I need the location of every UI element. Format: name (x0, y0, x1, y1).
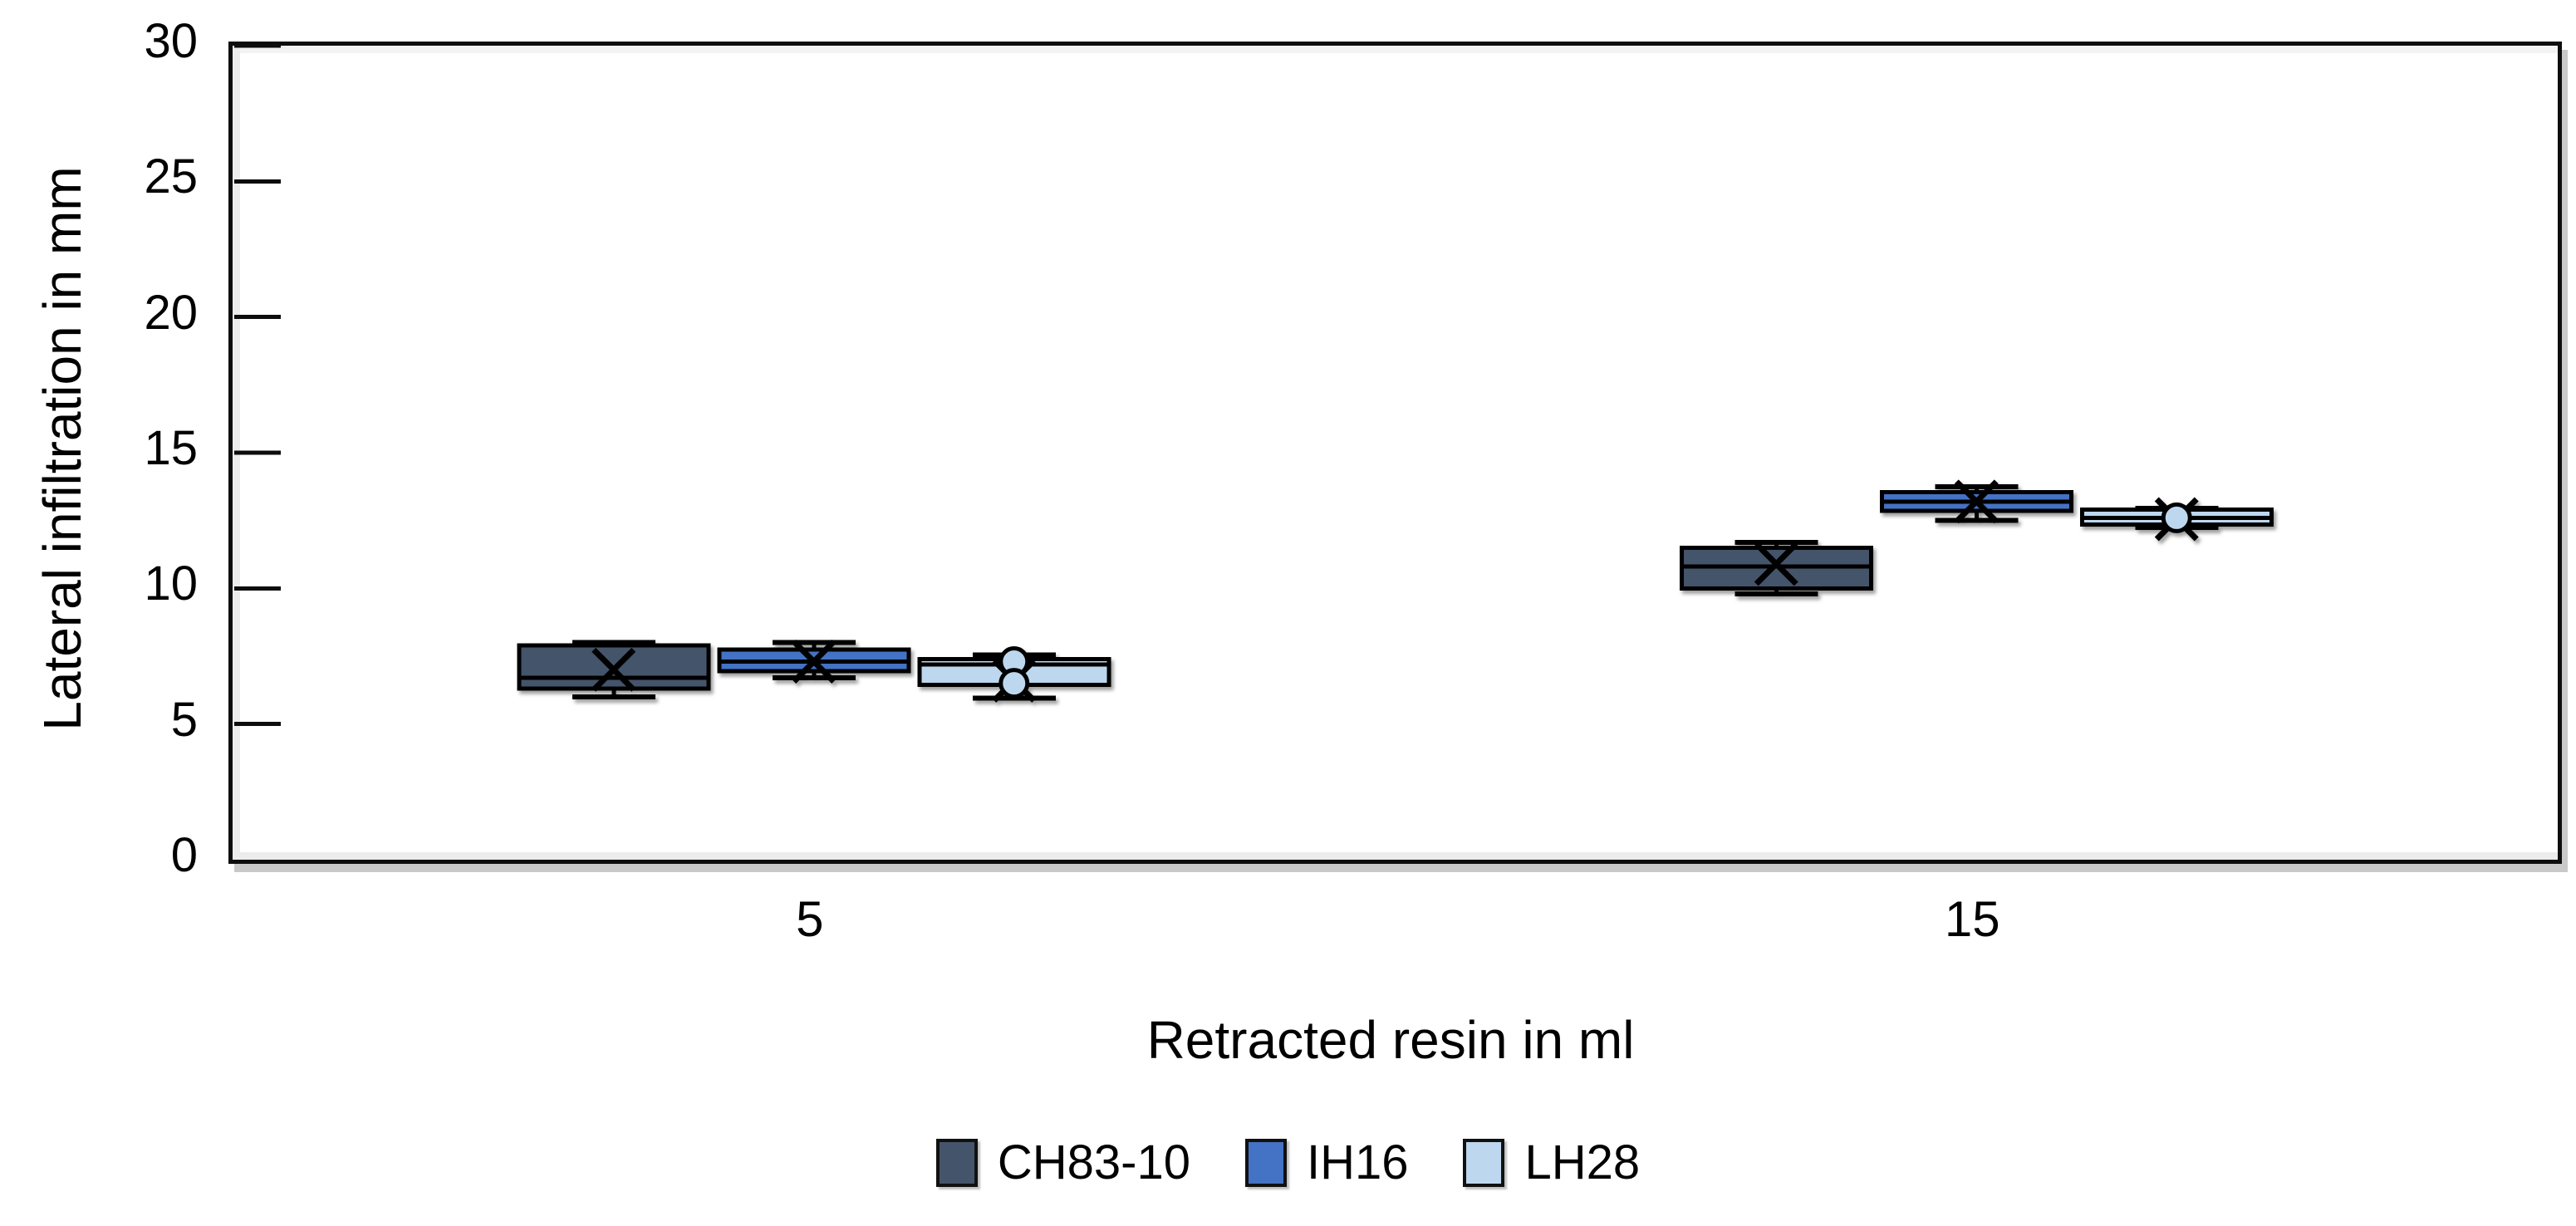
x-axis-title: Retracted resin in ml (1146, 1010, 1635, 1070)
mean-x-marker (591, 647, 636, 692)
box-group-LH28-5 (917, 646, 1111, 703)
y-tick-label-25: 25 (144, 150, 198, 204)
legend-item-CH83-10: CH83-10 (935, 1135, 1190, 1190)
mean-x-marker (1754, 542, 1798, 586)
legend-item-IH16: IH16 (1244, 1135, 1409, 1190)
y-tick-label-30: 30 (144, 14, 198, 68)
outlier-point (2161, 502, 2192, 533)
legend-swatch-icon (1463, 1138, 1505, 1187)
x-category-label-15: 15 (1944, 891, 2000, 947)
box-group-CH83-10-15 (1679, 539, 1873, 596)
x-category-label-5: 5 (796, 891, 824, 947)
legend-label: LH28 (1524, 1135, 1641, 1189)
legend-label: IH16 (1306, 1135, 1409, 1189)
legend-swatch-icon (935, 1138, 978, 1187)
y-tick-label-20: 20 (144, 285, 198, 340)
mean-x-marker (792, 640, 837, 684)
box-group-IH16-5 (717, 640, 911, 684)
legend-swatch-icon (1244, 1138, 1287, 1187)
y-tick-label-0: 0 (170, 828, 198, 882)
y-tick-label-15: 15 (144, 421, 198, 475)
plot-canvas (234, 46, 2274, 727)
outlier-point (999, 668, 1030, 699)
plot-area (228, 42, 2562, 864)
box-group-LH28-15 (2079, 497, 2274, 542)
box-group-IH16-15 (1879, 479, 2073, 524)
legend-item-LH28: LH28 (1463, 1135, 1640, 1190)
legend-label: CH83-10 (997, 1135, 1190, 1189)
mean-x-marker (1954, 479, 1999, 524)
box-group-CH83-10-5 (517, 640, 711, 699)
y-tick-label-10: 10 (144, 557, 198, 611)
legend: CH83-10 IH16 LH28 (0, 1135, 2576, 1190)
y-tick-label-5: 5 (170, 692, 198, 747)
